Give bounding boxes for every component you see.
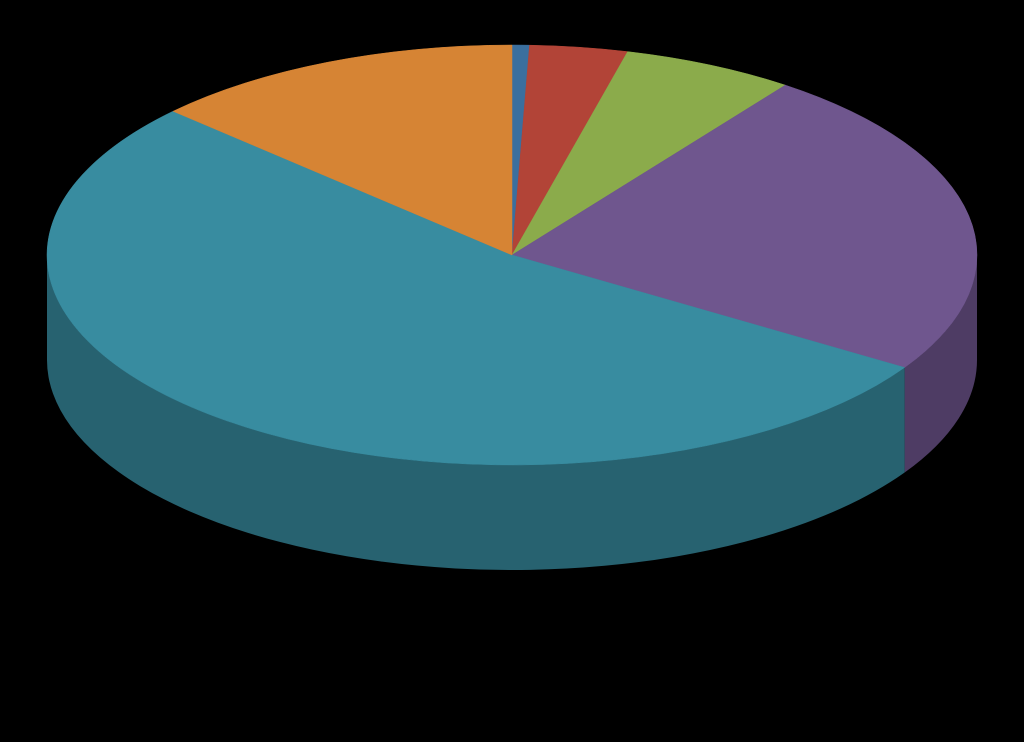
pie-chart xyxy=(0,0,1024,742)
chart-container xyxy=(0,0,1024,742)
